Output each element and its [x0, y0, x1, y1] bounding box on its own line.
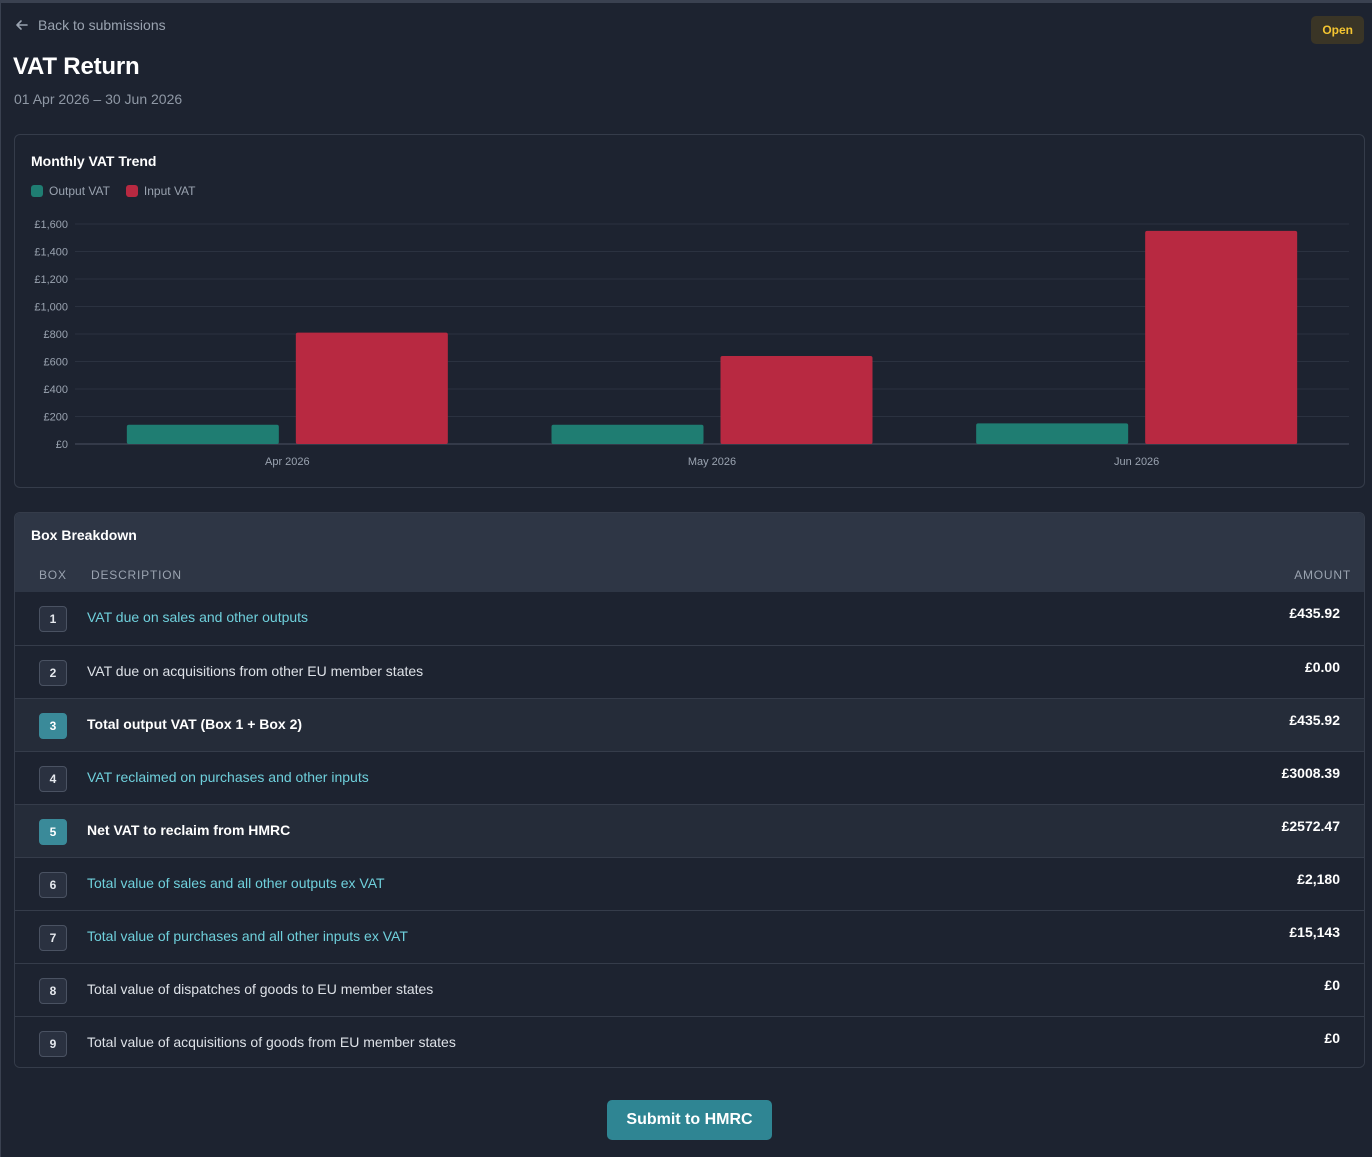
y-tick-label: £400 — [44, 384, 68, 396]
arrow-left-icon — [16, 20, 28, 30]
table-row[interactable]: 6 Total value of sales and all other outp… — [15, 857, 1364, 910]
input-vat-bar — [1145, 230, 1298, 444]
box-breakdown-card: Box Breakdown BOX DESCRIPTION AMOUNT 1 VA… — [14, 512, 1365, 1068]
box-number: 3 — [39, 713, 67, 739]
table-row: 2 VAT due on acquisitions from other EU m… — [15, 645, 1364, 698]
output-vat-bar — [976, 423, 1129, 444]
box-number: 6 — [39, 872, 67, 898]
x-tick-label: Jun 2026 — [1114, 456, 1159, 468]
box-description-link[interactable]: Total value of purchases and all other i… — [87, 928, 408, 944]
box-description: VAT due on acquisitions from other EU me… — [87, 663, 424, 679]
table-row[interactable]: 1 VAT due on sales and other outputs £435.… — [15, 592, 1364, 645]
status-badge: Open — [1311, 16, 1364, 44]
legend-swatch-input — [125, 185, 138, 197]
box-amount: £0 — [1324, 977, 1340, 993]
input-vat-bar — [720, 356, 873, 444]
box-number: 9 — [39, 1031, 67, 1057]
y-tick-label: £1,000 — [34, 302, 68, 314]
box-number: 4 — [39, 766, 67, 792]
legend-output-vat[interactable]: Output VAT — [31, 184, 110, 198]
table-row: 3 Total output VAT (Box 1 + Box 2) £435.92 — [15, 698, 1364, 751]
x-tick-label: Apr 2026 — [265, 456, 310, 468]
box-amount: £3008.39 — [1281, 765, 1340, 781]
output-vat-bar — [551, 424, 704, 444]
box-amount: £15,143 — [1289, 924, 1340, 940]
y-tick-label: £1,400 — [34, 247, 68, 259]
back-to-submissions-link[interactable]: Back to submissions — [14, 17, 166, 33]
y-tick-label: £1,200 — [34, 274, 68, 286]
column-header-amount: AMOUNT — [1294, 568, 1351, 582]
chart-title: Monthly VAT Trend — [31, 153, 157, 169]
box-amount: £2572.47 — [1281, 818, 1340, 834]
y-tick-label: £200 — [44, 412, 68, 424]
box-rows: 1 VAT due on sales and other outputs £435.… — [15, 592, 1364, 1067]
column-header-description: DESCRIPTION — [91, 568, 182, 582]
box-amount: £435.92 — [1289, 605, 1340, 621]
chart-legend: Output VAT Input VAT — [31, 184, 196, 198]
box-number: 1 — [39, 606, 67, 632]
box-description: Total output VAT (Box 1 + Box 2) — [87, 716, 303, 732]
box-amount: £0.00 — [1304, 659, 1340, 675]
legend-swatch-output — [31, 185, 43, 197]
table-row: 5 Net VAT to reclaim from HMRC £2572.47 — [15, 804, 1364, 857]
box-breakdown-header: Box Breakdown BOX DESCRIPTION AMOUNT — [15, 513, 1364, 592]
period-range: 01 Apr 2026 – 30 Jun 2026 — [14, 91, 183, 107]
box-number: 8 — [39, 978, 67, 1004]
table-row: 9 Total value of acquisitions of goods fr… — [15, 1016, 1364, 1067]
legend-label-input: Input VAT — [143, 184, 196, 198]
y-tick-label: £1,600 — [34, 219, 68, 231]
submit-to-hmrc-button[interactable]: Submit to HMRC — [607, 1100, 772, 1140]
page-title: VAT Return — [13, 53, 140, 80]
table-row: 8 Total value of dispatches of goods to E… — [15, 963, 1364, 1016]
box-description-link[interactable]: VAT reclaimed on purchases and other inp… — [87, 769, 369, 785]
box-description: Total value of acquisitions of goods fro… — [87, 1034, 456, 1050]
vat-trend-chart: £0 £200 £400 £600 £800 £1,000 £1,200 £1,400 £1,6… — [34, 219, 1349, 468]
input-vat-bar — [295, 332, 448, 444]
table-row[interactable]: 4 VAT reclaimed on purchases and other in… — [15, 751, 1364, 804]
box-amount: £435.92 — [1289, 712, 1340, 728]
box-amount: £0 — [1324, 1030, 1340, 1046]
y-tick-label: £0 — [56, 439, 68, 451]
legend-label-output: Output VAT — [49, 184, 110, 198]
y-tick-label: £800 — [44, 329, 68, 341]
box-description: Net VAT to reclaim from HMRC — [87, 822, 291, 838]
box-breakdown-title: Box Breakdown — [31, 527, 137, 543]
box-description-link[interactable]: VAT due on sales and other outputs — [87, 609, 309, 625]
box-number: 5 — [39, 819, 67, 845]
back-link-label: Back to submissions — [38, 17, 166, 33]
x-tick-label: May 2026 — [688, 456, 736, 468]
vat-trend-chart-card: £0 £200 £400 £600 £800 £1,000 £1,200 £1,400 £1,6… — [14, 134, 1365, 488]
box-number: 2 — [39, 660, 67, 686]
y-tick-label: £600 — [44, 357, 68, 369]
box-amount: £2,180 — [1297, 871, 1340, 887]
table-row[interactable]: 7 Total value of purchases and all other … — [15, 910, 1364, 963]
box-number: 7 — [39, 925, 67, 951]
output-vat-bar — [126, 424, 279, 444]
box-description: Total value of dispatches of goods to EU… — [87, 981, 434, 997]
legend-input-vat[interactable]: Input VAT — [125, 184, 196, 198]
column-header-box: BOX — [39, 568, 67, 582]
box-description-link[interactable]: Total value of sales and all other outpu… — [87, 875, 385, 891]
